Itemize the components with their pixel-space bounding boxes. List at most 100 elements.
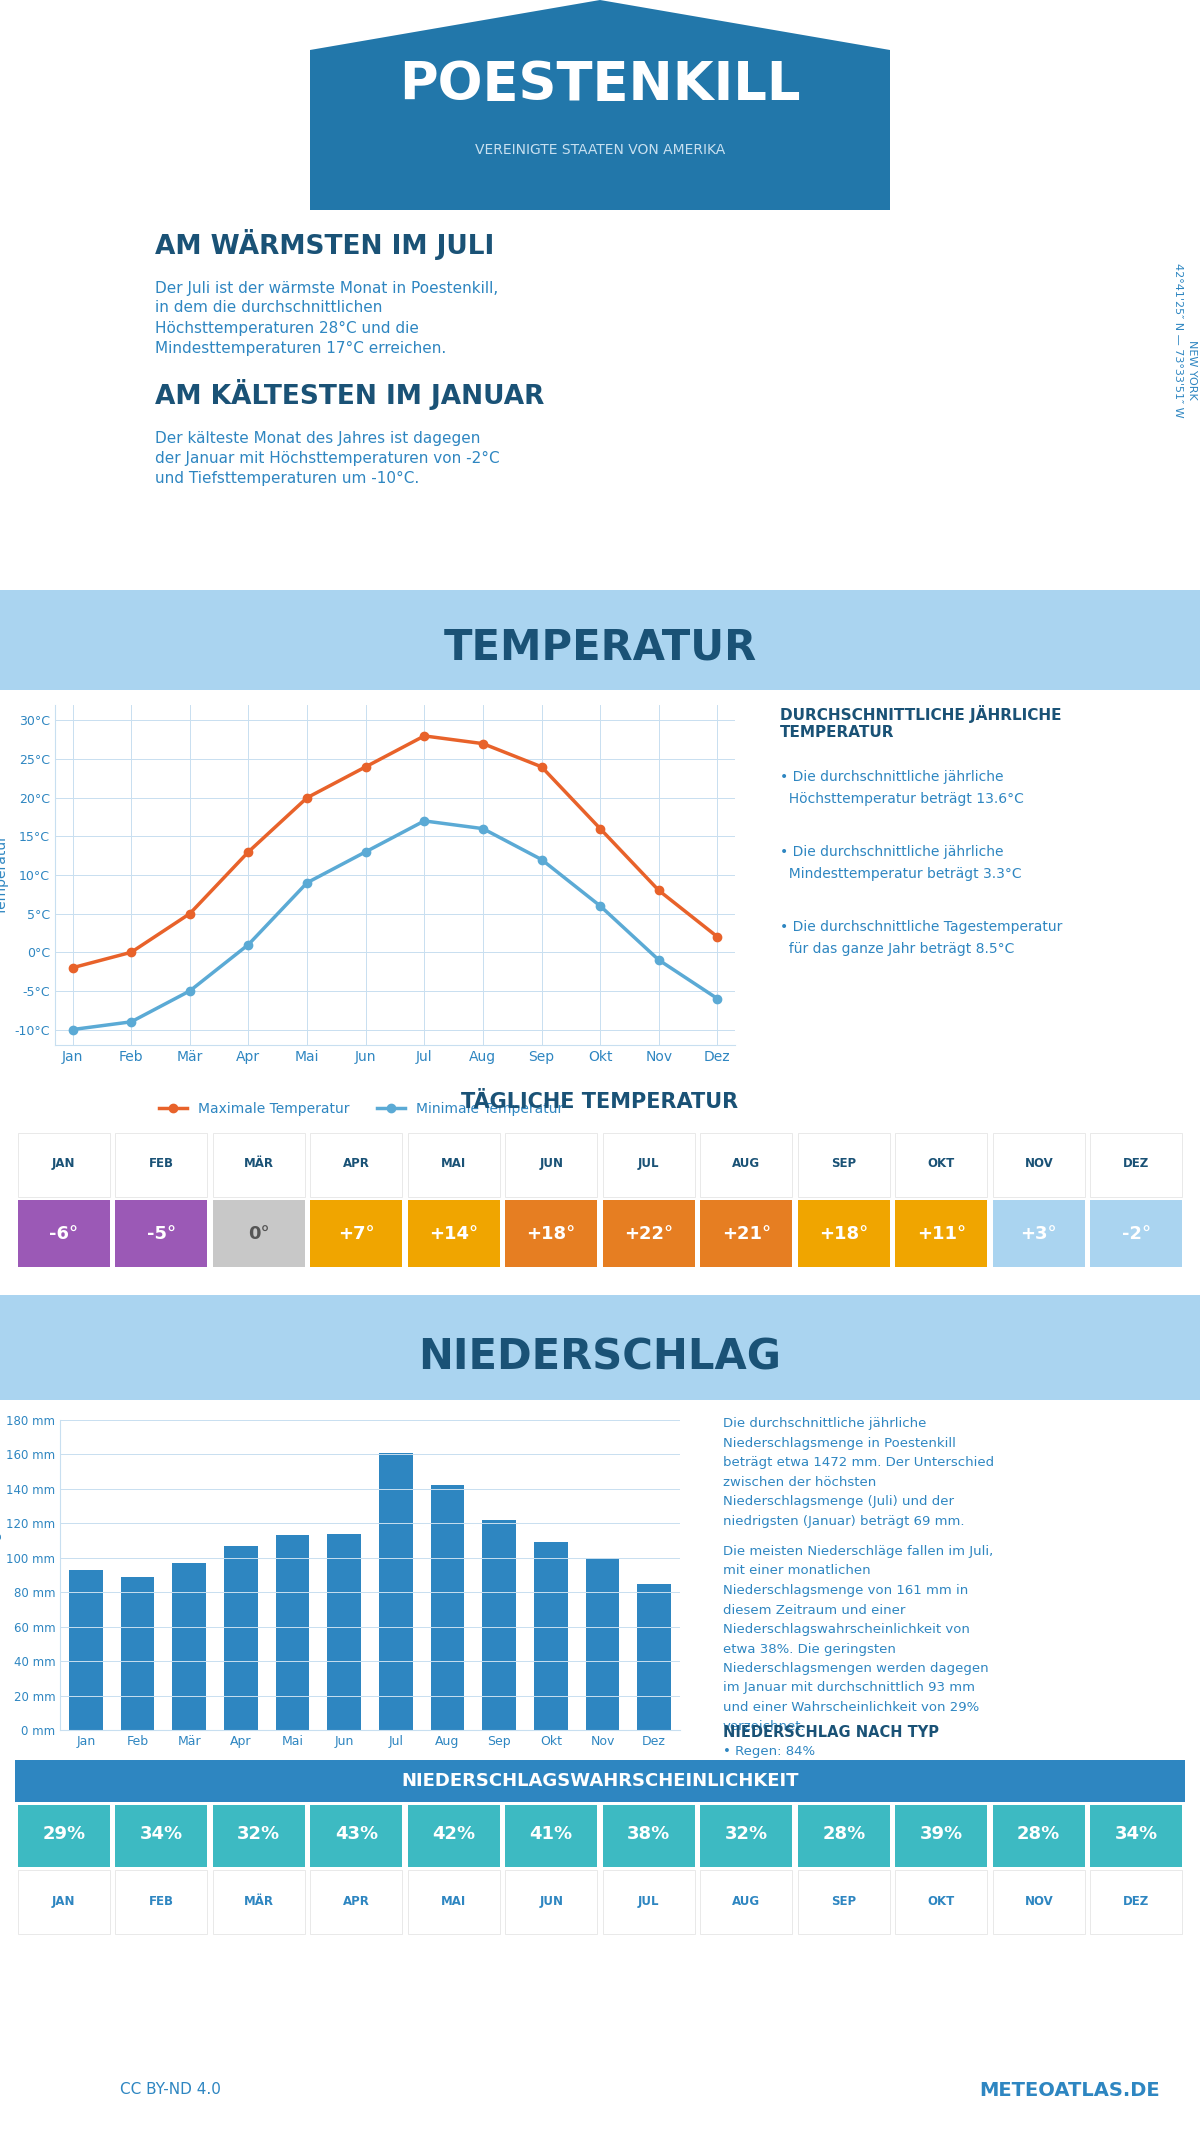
Text: Höchsttemperaturen 28°C und die: Höchsttemperaturen 28°C und die: [155, 321, 419, 336]
Text: • Regen: 84%: • Regen: 84%: [722, 1744, 815, 1757]
Text: DEZ: DEZ: [1123, 1896, 1150, 1909]
Bar: [115, 1132, 208, 1196]
Minimale Temperatur: [593, 892, 607, 918]
Bar: [379, 1453, 413, 1729]
Text: 28%: 28%: [1018, 1825, 1061, 1843]
Bar: [408, 1870, 499, 1935]
Text: JAN: JAN: [52, 1158, 76, 1171]
Bar: [637, 1584, 671, 1729]
Minimale Temperatur: [534, 847, 548, 873]
Maximale Temperatur: [300, 785, 314, 811]
Text: • Die durchschnittliche jährliche
  Mindesttemperatur beträgt 3.3°C: • Die durchschnittliche jährliche Mindes…: [780, 845, 1021, 882]
Text: DURCHSCHNITTLICHE JÄHRLICHE: DURCHSCHNITTLICHE JÄHRLICHE: [780, 704, 1062, 723]
Text: 34%: 34%: [1115, 1825, 1158, 1843]
Line: Maximale Temperatur: Maximale Temperatur: [68, 732, 721, 972]
Text: SEP: SEP: [832, 1158, 857, 1171]
Bar: [276, 1534, 310, 1729]
Text: +21°: +21°: [721, 1224, 770, 1243]
Bar: [992, 1870, 1085, 1935]
Text: Die meisten Niederschläge fallen im Juli,
mit einer monatlichen
Niederschlagsmen: Die meisten Niederschläge fallen im Juli…: [722, 1545, 994, 1733]
Bar: [70, 1571, 103, 1729]
Bar: [992, 1804, 1085, 1866]
Line: Minimale Temperatur: Minimale Temperatur: [68, 817, 721, 1034]
Minimale Temperatur: [710, 987, 725, 1012]
Text: 42%: 42%: [432, 1825, 475, 1843]
Text: JUL: JUL: [638, 1896, 660, 1909]
Minimale Temperatur: [475, 815, 490, 841]
Text: OKT: OKT: [928, 1158, 955, 1171]
Text: NIEDERSCHLAGSWAHRSCHEINLICHKEIT: NIEDERSCHLAGSWAHRSCHEINLICHKEIT: [401, 1772, 799, 1789]
Bar: [18, 1870, 109, 1935]
Minimale Temperatur: [300, 869, 314, 895]
Text: 34%: 34%: [139, 1825, 182, 1843]
Text: JUL: JUL: [638, 1158, 660, 1171]
Bar: [18, 1804, 109, 1866]
Bar: [212, 1804, 305, 1866]
Text: TEMPERATUR: TEMPERATUR: [443, 627, 757, 670]
Maximale Temperatur: [359, 753, 373, 779]
Bar: [602, 1870, 695, 1935]
Text: VEREINIGTE STAATEN VON AMERIKA: VEREINIGTE STAATEN VON AMERIKA: [475, 143, 725, 156]
Bar: [798, 1201, 889, 1267]
Bar: [1091, 1804, 1182, 1866]
Bar: [1091, 1870, 1182, 1935]
Text: AM WÄRMSTEN IM JULI: AM WÄRMSTEN IM JULI: [155, 229, 494, 261]
Bar: [895, 1132, 988, 1196]
Y-axis label: Temperatur: Temperatur: [0, 835, 10, 916]
Text: NIEDERSCHLAG NACH TYP: NIEDERSCHLAG NACH TYP: [722, 1725, 940, 1740]
Text: in dem die durchschnittlichen: in dem die durchschnittlichen: [155, 300, 383, 315]
Bar: [992, 1132, 1085, 1196]
Bar: [431, 1485, 464, 1729]
Text: TÄGLICHE TEMPERATUR: TÄGLICHE TEMPERATUR: [462, 1094, 738, 1113]
Minimale Temperatur: [359, 839, 373, 865]
Text: FEB: FEB: [149, 1896, 174, 1909]
Text: AM KÄLTESTEN IM JANUAR: AM KÄLTESTEN IM JANUAR: [155, 379, 545, 411]
Text: der Januar mit Höchsttemperaturen von -2°C: der Januar mit Höchsttemperaturen von -2…: [155, 452, 499, 467]
Polygon shape: [310, 0, 890, 210]
Minimale Temperatur: [652, 948, 666, 974]
Bar: [482, 1519, 516, 1729]
Text: FEB: FEB: [149, 1158, 174, 1171]
Bar: [212, 1132, 305, 1196]
Minimale Temperatur: [418, 809, 432, 835]
Bar: [505, 1804, 598, 1866]
Bar: [212, 1870, 305, 1935]
Text: APR: APR: [343, 1896, 370, 1909]
Text: -2°: -2°: [1122, 1224, 1151, 1243]
Text: JUN: JUN: [539, 1896, 563, 1909]
Maximale Temperatur: [710, 924, 725, 950]
Text: 38%: 38%: [628, 1825, 671, 1843]
Text: 32%: 32%: [238, 1825, 281, 1843]
Bar: [798, 1804, 889, 1866]
Bar: [505, 1870, 598, 1935]
Text: POESTENKILL: POESTENKILL: [400, 60, 800, 111]
Bar: [1091, 1132, 1182, 1196]
Text: Der kälteste Monat des Jahres ist dagegen: Der kälteste Monat des Jahres ist dagege…: [155, 430, 480, 445]
Text: • Schnee: 16%: • Schnee: 16%: [722, 1763, 822, 1776]
Text: Mindesttemperaturen 17°C erreichen.: Mindesttemperaturen 17°C erreichen.: [155, 340, 446, 355]
Bar: [115, 1201, 208, 1267]
Text: JUN: JUN: [539, 1158, 563, 1171]
Bar: [895, 1804, 988, 1866]
Legend: Niederschlagssumme: Niederschlagssumme: [280, 1780, 460, 1802]
Text: +3°: +3°: [1020, 1224, 1057, 1243]
Bar: [798, 1132, 889, 1196]
Maximale Temperatur: [124, 939, 138, 965]
Text: NEW YORK: NEW YORK: [1187, 340, 1198, 400]
Polygon shape: [0, 1295, 1200, 1400]
Text: AUG: AUG: [732, 1896, 761, 1909]
Text: MÄR: MÄR: [244, 1158, 274, 1171]
Maximale Temperatur: [534, 753, 548, 779]
Text: und Tiefsttemperaturen um -10°C.: und Tiefsttemperaturen um -10°C.: [155, 471, 419, 486]
Minimale Temperatur: [241, 931, 256, 957]
Text: 0°: 0°: [248, 1224, 270, 1243]
Maximale Temperatur: [182, 901, 197, 927]
Bar: [701, 1870, 792, 1935]
Bar: [311, 1804, 402, 1866]
Bar: [602, 1201, 695, 1267]
Text: 42°41'25″ N — 73°33'51″ W: 42°41'25″ N — 73°33'51″ W: [1174, 263, 1183, 417]
Text: METEOATLAS.DE: METEOATLAS.DE: [979, 2080, 1160, 2099]
Minimale Temperatur: [65, 1016, 79, 1042]
Bar: [115, 1804, 208, 1866]
Maximale Temperatur: [418, 723, 432, 749]
